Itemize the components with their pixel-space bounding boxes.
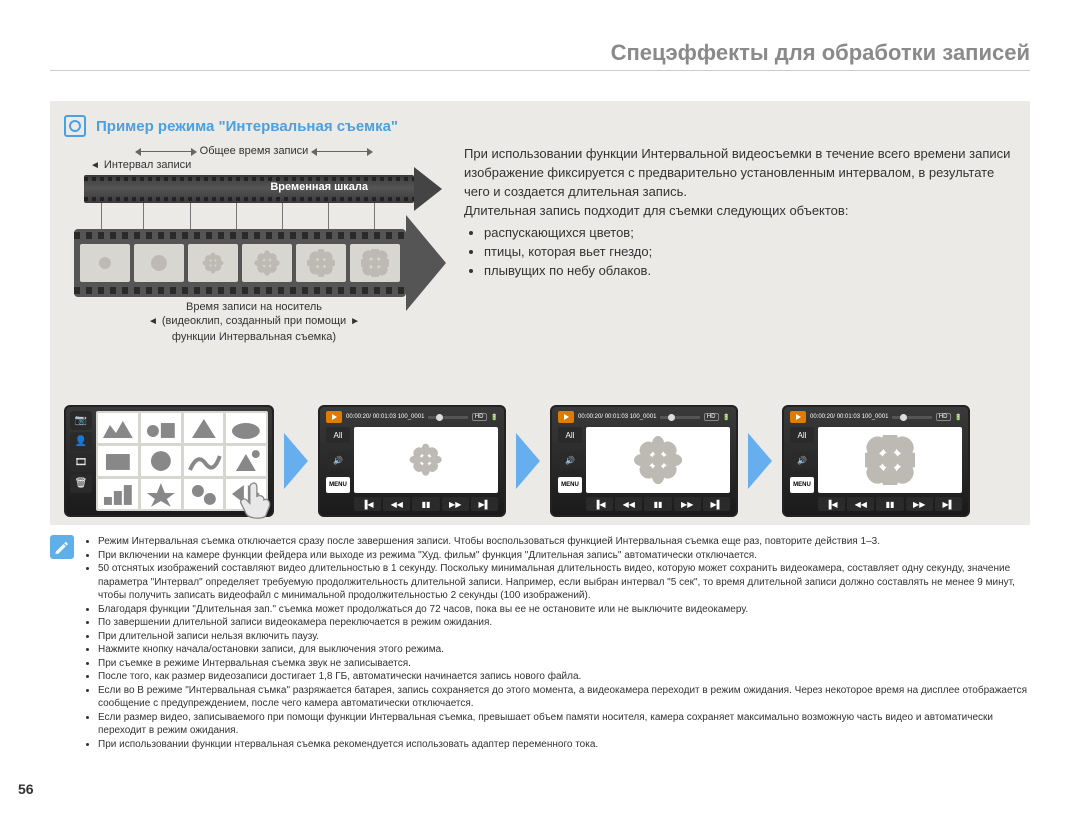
timeline-diagram: Общее время записи ◄ Интервал записи Вре… xyxy=(64,145,444,395)
rewind-button[interactable]: ◀◀ xyxy=(615,497,642,511)
menu-button[interactable]: MENU xyxy=(790,477,814,493)
pause-button[interactable]: ▮▮ xyxy=(644,497,671,511)
person-icon[interactable]: 👤 xyxy=(70,432,92,451)
rewind-button[interactable]: ◀◀ xyxy=(383,497,410,511)
timeline-label: Временная шкала xyxy=(270,181,368,193)
progress-bar[interactable] xyxy=(428,416,467,419)
arrow-right-icon xyxy=(748,433,772,489)
page-number: 56 xyxy=(18,781,34,797)
progress-bar[interactable] xyxy=(660,416,699,419)
volume-icon[interactable]: 🔊 xyxy=(790,452,814,468)
small-filmstrip-icon: Временная шкала xyxy=(84,175,414,203)
pause-button[interactable]: ▮▮ xyxy=(412,497,439,511)
all-button[interactable]: All xyxy=(790,427,814,443)
next-track-button[interactable]: ▶▌ xyxy=(935,497,962,511)
all-button[interactable]: All xyxy=(326,427,350,443)
menu-button[interactable]: MENU xyxy=(326,477,350,493)
thumbnail-panel: 📷 👤 🎞 🗑 xyxy=(64,405,274,517)
play-indicator-icon xyxy=(558,411,574,423)
prev-track-button[interactable]: ▐◀ xyxy=(354,497,381,511)
hd-badge: HD xyxy=(936,413,951,421)
total-time-label: Общее время записи xyxy=(200,145,309,157)
note-icon xyxy=(50,535,74,559)
next-track-button[interactable]: ▶▌ xyxy=(471,497,498,511)
clip-created-label-2: функции Интервальная съемка) xyxy=(64,331,444,343)
write-time-label: Время записи на носитель xyxy=(64,301,444,313)
battery-icon: 🔋 xyxy=(955,414,962,421)
play-indicator-icon xyxy=(790,411,806,423)
film-icon[interactable]: 🎞 xyxy=(70,453,92,472)
volume-icon[interactable]: 🔊 xyxy=(326,452,350,468)
content-box: Пример режима "Интервальная съемка" Обще… xyxy=(50,101,1030,525)
play-indicator-icon xyxy=(326,411,342,423)
prev-track-button[interactable]: ▐◀ xyxy=(818,497,845,511)
hd-badge: HD xyxy=(704,413,719,421)
player-panel-2: 00:00:20/ 00:01:03 100_0001 HD 🔋 All 🔊 M… xyxy=(550,405,738,517)
all-button[interactable]: All xyxy=(558,427,582,443)
battery-icon: 🔋 xyxy=(723,414,730,421)
pause-button[interactable]: ▮▮ xyxy=(876,497,903,511)
forward-button[interactable]: ▶▶ xyxy=(674,497,701,511)
large-filmstrip-icon xyxy=(74,229,406,297)
player-panel-1: 00:00:20/ 00:01:03 100_0001 HD 🔋 All 🔊 M… xyxy=(318,405,506,517)
player-panel-3: 00:00:20/ 00:01:03 100_0001 HD 🔋 All 🔊 M… xyxy=(782,405,970,517)
example-title: Пример режима "Интервальная съемка" xyxy=(96,118,398,135)
clip-created-label: (видеоклип, созданный при помощи xyxy=(162,315,346,327)
interval-label: Интервал записи xyxy=(104,159,191,171)
forward-button[interactable]: ▶▶ xyxy=(442,497,469,511)
notes-list: Режим Интервальная съемка отключается ср… xyxy=(84,535,1030,751)
description-text: При использовании функции Интервальной в… xyxy=(464,145,1016,395)
magnifier-icon xyxy=(64,115,86,137)
hd-badge: HD xyxy=(472,413,487,421)
trash-icon[interactable]: 🗑 xyxy=(70,474,92,493)
hand-pointer-icon xyxy=(234,477,278,521)
rewind-button[interactable]: ◀◀ xyxy=(847,497,874,511)
page-title: Спецэффекты для обработки записей xyxy=(50,40,1030,71)
arrow-right-icon xyxy=(516,433,540,489)
volume-icon[interactable]: 🔊 xyxy=(558,452,582,468)
arrow-right-icon xyxy=(284,433,308,489)
forward-button[interactable]: ▶▶ xyxy=(906,497,933,511)
mode-icon[interactable]: 📷 xyxy=(70,411,92,430)
next-track-button[interactable]: ▶▌ xyxy=(703,497,730,511)
prev-track-button[interactable]: ▐◀ xyxy=(586,497,613,511)
progress-bar[interactable] xyxy=(892,416,931,419)
battery-icon: 🔋 xyxy=(491,414,498,421)
menu-button[interactable]: MENU xyxy=(558,477,582,493)
